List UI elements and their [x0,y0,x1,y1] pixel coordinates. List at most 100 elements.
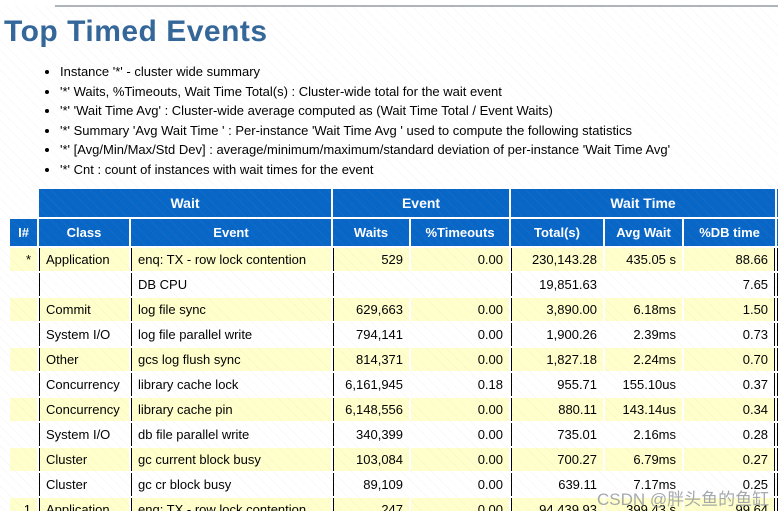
cell-db-time: 0.27 [684,447,776,471]
group-header-wait: Wait [39,188,332,217]
cell-instance: * [10,247,37,271]
cell-db-time: 0.37 [684,372,776,396]
column-header-event: Event [131,218,332,246]
cell-db-time: 0.28 [684,422,776,446]
column-header-class: Class [39,218,129,246]
table-row: * Application enq: TX - row lock content… [10,247,778,271]
table-row: Concurrency library cache pin 6,148,556 … [10,397,778,421]
cell-total: 94,439.93 [511,497,604,511]
csdn-watermark: CSDN @胖头鱼的鱼缸 [597,490,770,509]
cell-waits: 340,399 [333,422,410,446]
cell-event: gc current block busy [131,447,332,471]
cell-db-time: 0.25 [684,472,776,496]
cell-avg-wait: 155.10us [605,372,683,396]
cell-avg-wait: 435.05 s [605,247,683,271]
cell-instance [10,397,37,421]
table-row: DB CPU 19,851.63 7.65 [10,272,778,296]
cell-wait-class: Other [39,347,129,371]
cell-avg-wait: 2.24ms [605,347,683,371]
section-divider [55,5,778,7]
group-header-event: Event [333,188,510,217]
note-item: '*' Waits, %Timeouts, Wait Time Total(s)… [60,85,778,98]
cell-waits: 89,109 [333,472,410,496]
table-row: Commit log file sync 629,663 0.00 3,890.… [10,297,778,321]
cell-avg-wait: 2.16ms [605,422,683,446]
cell-db-time: 99.64 [684,497,776,511]
cell-instance [10,422,37,446]
cell-instance [10,272,37,296]
note-item: '*' 'Wait Time Avg' : Cluster-wide avera… [60,104,778,117]
cell-total: 3,890.00 [511,297,604,321]
cell-event: gcs log flush sync [131,347,332,371]
cell-db-time: 0.34 [684,397,776,421]
cell-wait-class [39,272,129,296]
cell-timeouts: 0.00 [411,422,510,446]
cell-total: 955.71 [511,372,604,396]
cell-avg-wait: 143.14us [605,397,683,421]
group-header-row: Wait Event Wait Time [10,188,778,217]
cell-wait-class: Cluster [39,472,129,496]
table-row: 1 Application enq: TX - row lock content… [10,497,778,511]
top-timed-events-table: Wait Event Wait Time I# Class Event Wait… [8,187,778,511]
cell-db-time: 1.50 [684,297,776,321]
cell-waits: 247 [333,497,410,511]
cell-event: library cache lock [131,372,332,396]
note-item: '*' Cnt : count of instances with wait t… [60,163,778,176]
cell-avg-wait: 7.17ms [605,472,683,496]
cell-waits: 103,084 [333,447,410,471]
cell-db-time: 0.73 [684,322,776,346]
cell-instance [10,347,37,371]
cell-wait-class: Application [39,497,129,511]
cell-avg-wait [605,272,683,296]
cell-timeouts: 0.00 [411,347,510,371]
cell-timeouts: 0.18 [411,372,510,396]
cell-wait-class: System I/O [39,422,129,446]
note-item: Instance '*' - cluster wide summary [60,65,778,78]
cell-avg-wait: 2.39ms [605,322,683,346]
cell-total: 880.11 [511,397,604,421]
cell-timeouts [411,272,510,296]
cell-event: db file parallel write [131,422,332,446]
column-header-timeouts: %Timeouts [411,218,510,246]
column-header-avg-wait: Avg Wait [605,218,683,246]
cell-waits: 814,371 [333,347,410,371]
cell-db-time: 88.66 [684,247,776,271]
cell-wait-class: Concurrency [39,372,129,396]
column-header-db-time: %DB time [684,218,776,246]
cell-timeouts: 0.00 [411,297,510,321]
cell-event: gc cr block busy [131,472,332,496]
notes-list: Instance '*' - cluster wide summary '*' … [0,65,778,176]
cell-db-time: 7.65 [684,272,776,296]
cell-event: library cache pin [131,397,332,421]
table-body: * Application enq: TX - row lock content… [10,247,778,511]
table-row: System I/O db file parallel write 340,39… [10,422,778,446]
cell-event: DB CPU [131,272,332,296]
cell-timeouts: 0.00 [411,397,510,421]
cell-instance [10,447,37,471]
cell-waits [333,272,410,296]
cell-total: 19,851.63 [511,272,604,296]
cell-db-time: 0.70 [684,347,776,371]
cell-total: 1,900.26 [511,322,604,346]
cell-avg-wait: 399.43 s [605,497,683,511]
table-row: Other gcs log flush sync 814,371 0.00 1,… [10,347,778,371]
table-row: Cluster gc cr block busy 89,109 0.00 639… [10,472,778,496]
cell-avg-wait: 6.18ms [605,297,683,321]
cell-instance [10,322,37,346]
cell-instance [10,472,37,496]
cell-total: 639.11 [511,472,604,496]
cell-timeouts: 0.00 [411,472,510,496]
cell-event: log file parallel write [131,322,332,346]
column-header-instance: I# [10,218,37,246]
cell-waits: 6,161,945 [333,372,410,396]
table-row: Cluster gc current block busy 103,084 0.… [10,447,778,471]
cell-avg-wait: 6.79ms [605,447,683,471]
table-row: System I/O log file parallel write 794,1… [10,322,778,346]
cell-total: 735.01 [511,422,604,446]
column-header-waits: Waits [333,218,410,246]
cell-event: enq: TX - row lock contention [131,247,332,271]
table-row: Concurrency library cache lock 6,161,945… [10,372,778,396]
cell-instance: 1 [10,497,37,511]
cell-wait-class: System I/O [39,322,129,346]
cell-total: 230,143.28 [511,247,604,271]
